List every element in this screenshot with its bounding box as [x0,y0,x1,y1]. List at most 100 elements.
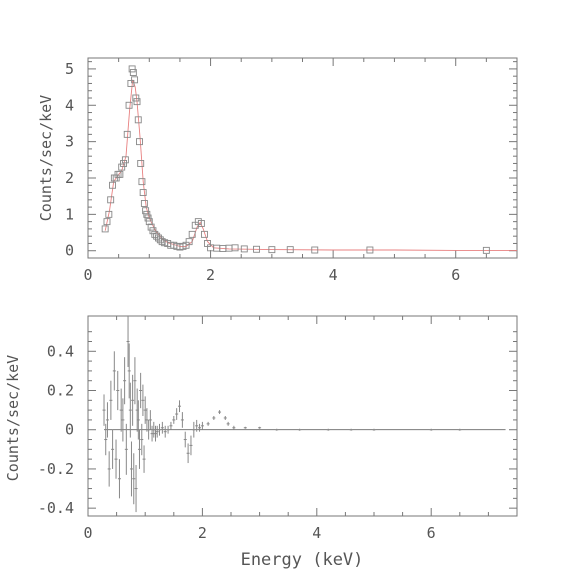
residual-xtick-label: 2 [198,524,207,542]
spectrum-ytick-label: 0 [65,242,74,260]
residual-point [155,425,159,438]
residual-point [133,357,137,405]
data-point [131,76,139,84]
residual-point [153,425,157,442]
residual-point [243,426,247,429]
x-axis-label: Energy (keV) [241,550,364,570]
residual-point [132,453,136,505]
residual-point [109,380,113,420]
residual-point [372,428,376,431]
residual-xtick-label: 0 [83,524,92,542]
spectrum-ytick-label: 3 [65,133,74,151]
residual-ytick-label: -0.4 [38,499,74,517]
data-point [139,189,147,196]
data-point [286,246,294,254]
spectrum-panel: 0 2 4 6 0 1 2 3 4 5 Counts/sec/keV [37,57,518,284]
residual-point [223,416,227,420]
data-point [134,116,142,124]
residual-point [160,421,164,434]
residual-point [117,459,121,499]
data-point [200,230,208,238]
data-point [240,245,248,253]
data-point [128,65,136,73]
residual-point [134,465,138,513]
data-point [253,245,260,253]
residual-point [206,421,210,426]
residual-ytick-label: 0.4 [47,342,74,360]
data-point [149,227,157,235]
data-point [136,138,143,146]
spectrum-ytick-label: 1 [65,205,74,223]
data-point [225,244,233,252]
spectrum-model [104,79,517,251]
residual-point [218,410,222,415]
residual-point [180,412,184,428]
residual-ticks: 0 2 4 6 -0.4 -0.2 0 0.2 0.4 [38,316,517,542]
data-point [125,101,133,109]
residual-point [137,429,141,469]
residual-point [226,421,230,426]
residual-point [116,370,120,411]
residual-point [111,429,115,469]
residual-points [102,316,462,513]
data-point [133,98,141,106]
residual-point [326,428,330,431]
residual-point [107,451,111,487]
residual-frame [87,315,518,517]
data-point [153,232,161,240]
residual-point [140,423,144,456]
residual-point [195,419,199,432]
model-curve [104,79,517,251]
residual-point [128,382,132,438]
data-point [103,218,111,226]
data-point [137,160,145,167]
data-point [185,238,193,246]
spectrum-xtick-label: 4 [329,266,338,284]
data-point [231,244,239,252]
data-point [105,210,113,218]
spectrum-ytick-label: 5 [65,60,74,78]
data-point [142,207,150,215]
data-point [158,238,166,246]
residual-point [121,398,125,442]
residual-ytick-label: 0 [65,421,74,439]
residual-xtick-label: 4 [312,524,321,542]
residual-point [136,400,140,440]
data-point [118,163,126,171]
residual-point [142,445,146,473]
residual-point [189,435,193,456]
residual-point [172,416,176,424]
data-point [145,218,153,226]
spectrum-xtick-label: 0 [83,266,92,284]
spectrum-xtick-label: 6 [451,266,460,284]
spectrum-ylabel: Counts/sec/keV [37,95,55,221]
residual-point [175,408,179,420]
residual-point [192,421,196,438]
residual-point [158,423,161,436]
residual-point [198,423,202,432]
data-point [129,69,137,76]
data-point [482,246,490,254]
residual-point [143,396,147,424]
data-point [144,214,152,222]
residual-point [104,423,108,456]
residual-point [114,439,118,479]
residual-point [163,425,167,438]
data-point [123,130,131,138]
data-point [155,234,162,242]
data-point [143,210,151,218]
data-point [116,170,124,178]
residual-point [123,357,127,405]
residual-point [129,441,133,497]
residual-point [112,351,116,391]
residual-ytick-label: 0.2 [47,382,74,400]
residual-point [147,419,151,440]
residual-point [141,384,145,416]
residual-point [232,425,236,430]
residual-point [124,423,128,475]
residual-point [152,421,156,438]
residual-ylabel: Counts/sec/keV [4,355,22,481]
residual-point [119,388,123,432]
